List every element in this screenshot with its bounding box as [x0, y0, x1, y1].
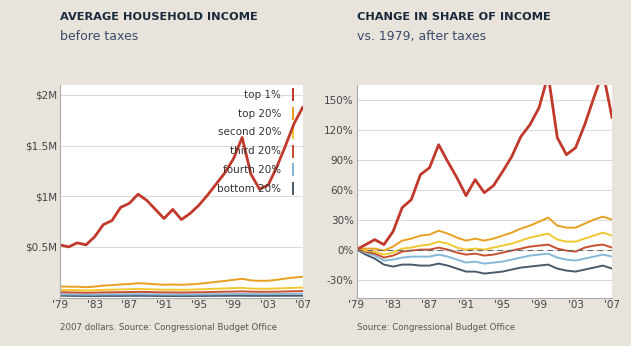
Text: top 1%: top 1% — [244, 90, 281, 100]
Bar — [292, 126, 295, 139]
Text: Source: Congressional Budget Office: Source: Congressional Budget Office — [357, 323, 515, 332]
Bar — [292, 107, 295, 120]
Text: fourth 20%: fourth 20% — [223, 165, 281, 175]
Text: 2007 dollars. Source: Congressional Budget Office: 2007 dollars. Source: Congressional Budg… — [60, 323, 277, 332]
Text: second 20%: second 20% — [218, 127, 281, 137]
Bar — [292, 182, 295, 195]
Text: third 20%: third 20% — [230, 146, 281, 156]
Text: CHANGE IN SHARE OF INCOME: CHANGE IN SHARE OF INCOME — [357, 12, 550, 22]
Bar — [292, 145, 295, 158]
Text: top 20%: top 20% — [238, 109, 281, 119]
Text: AVERAGE HOUSEHOLD INCOME: AVERAGE HOUSEHOLD INCOME — [60, 12, 257, 22]
Text: vs. 1979, after taxes: vs. 1979, after taxes — [357, 30, 486, 43]
Text: before taxes: before taxes — [60, 30, 138, 43]
Text: bottom 20%: bottom 20% — [217, 184, 281, 194]
Bar — [292, 163, 295, 176]
Bar — [292, 88, 295, 101]
